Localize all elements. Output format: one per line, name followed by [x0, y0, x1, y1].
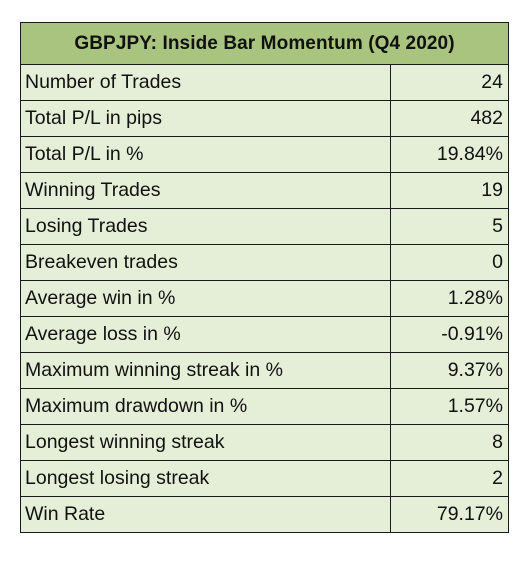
table-header-row: GBPJPY: Inside Bar Momentum (Q4 2020)	[20, 22, 509, 65]
table-row: Longest winning streak 8	[20, 424, 509, 461]
row-value: 79.17%	[390, 496, 509, 533]
row-label: Losing Trades	[20, 208, 391, 245]
row-label: Maximum drawdown in %	[20, 388, 391, 425]
row-label: Total P/L in %	[20, 136, 391, 173]
table-row: Maximum winning streak in % 9.37%	[20, 352, 509, 389]
row-label: Breakeven trades	[20, 244, 391, 281]
table-row: Total P/L in pips 482	[20, 100, 509, 137]
table-title: GBPJPY: Inside Bar Momentum (Q4 2020)	[20, 22, 509, 65]
table-row: Losing Trades 5	[20, 208, 509, 245]
row-label: Win Rate	[20, 496, 391, 533]
table-row: Breakeven trades 0	[20, 244, 509, 281]
table-row: Win Rate 79.17%	[20, 496, 509, 533]
table-row: Total P/L in % 19.84%	[20, 136, 509, 173]
row-value: 1.57%	[390, 388, 509, 425]
row-value: 19.84%	[390, 136, 509, 173]
row-label: Average loss in %	[20, 316, 391, 353]
row-value: 5	[390, 208, 509, 245]
table-row: Average win in % 1.28%	[20, 280, 509, 317]
row-value: 9.37%	[390, 352, 509, 389]
row-label: Longest losing streak	[20, 460, 391, 497]
table-row: Longest losing streak 2	[20, 460, 509, 497]
row-value: 482	[390, 100, 509, 137]
row-value: -0.91%	[390, 316, 509, 353]
table-row: Maximum drawdown in % 1.57%	[20, 388, 509, 425]
row-value: 1.28%	[390, 280, 509, 317]
row-value: 8	[390, 424, 509, 461]
row-value: 24	[390, 64, 509, 101]
row-label: Number of Trades	[20, 64, 391, 101]
row-value: 19	[390, 172, 509, 209]
table-row: Number of Trades 24	[20, 64, 509, 101]
row-label: Maximum winning streak in %	[20, 352, 391, 389]
row-label: Longest winning streak	[20, 424, 391, 461]
row-value: 2	[390, 460, 509, 497]
row-value: 0	[390, 244, 509, 281]
row-label: Total P/L in pips	[20, 100, 391, 137]
stats-table-container: GBPJPY: Inside Bar Momentum (Q4 2020) Nu…	[20, 22, 509, 533]
stats-table: GBPJPY: Inside Bar Momentum (Q4 2020) Nu…	[20, 22, 509, 533]
table-row: Winning Trades 19	[20, 172, 509, 209]
row-label: Average win in %	[20, 280, 391, 317]
table-row: Average loss in % -0.91%	[20, 316, 509, 353]
row-label: Winning Trades	[20, 172, 391, 209]
